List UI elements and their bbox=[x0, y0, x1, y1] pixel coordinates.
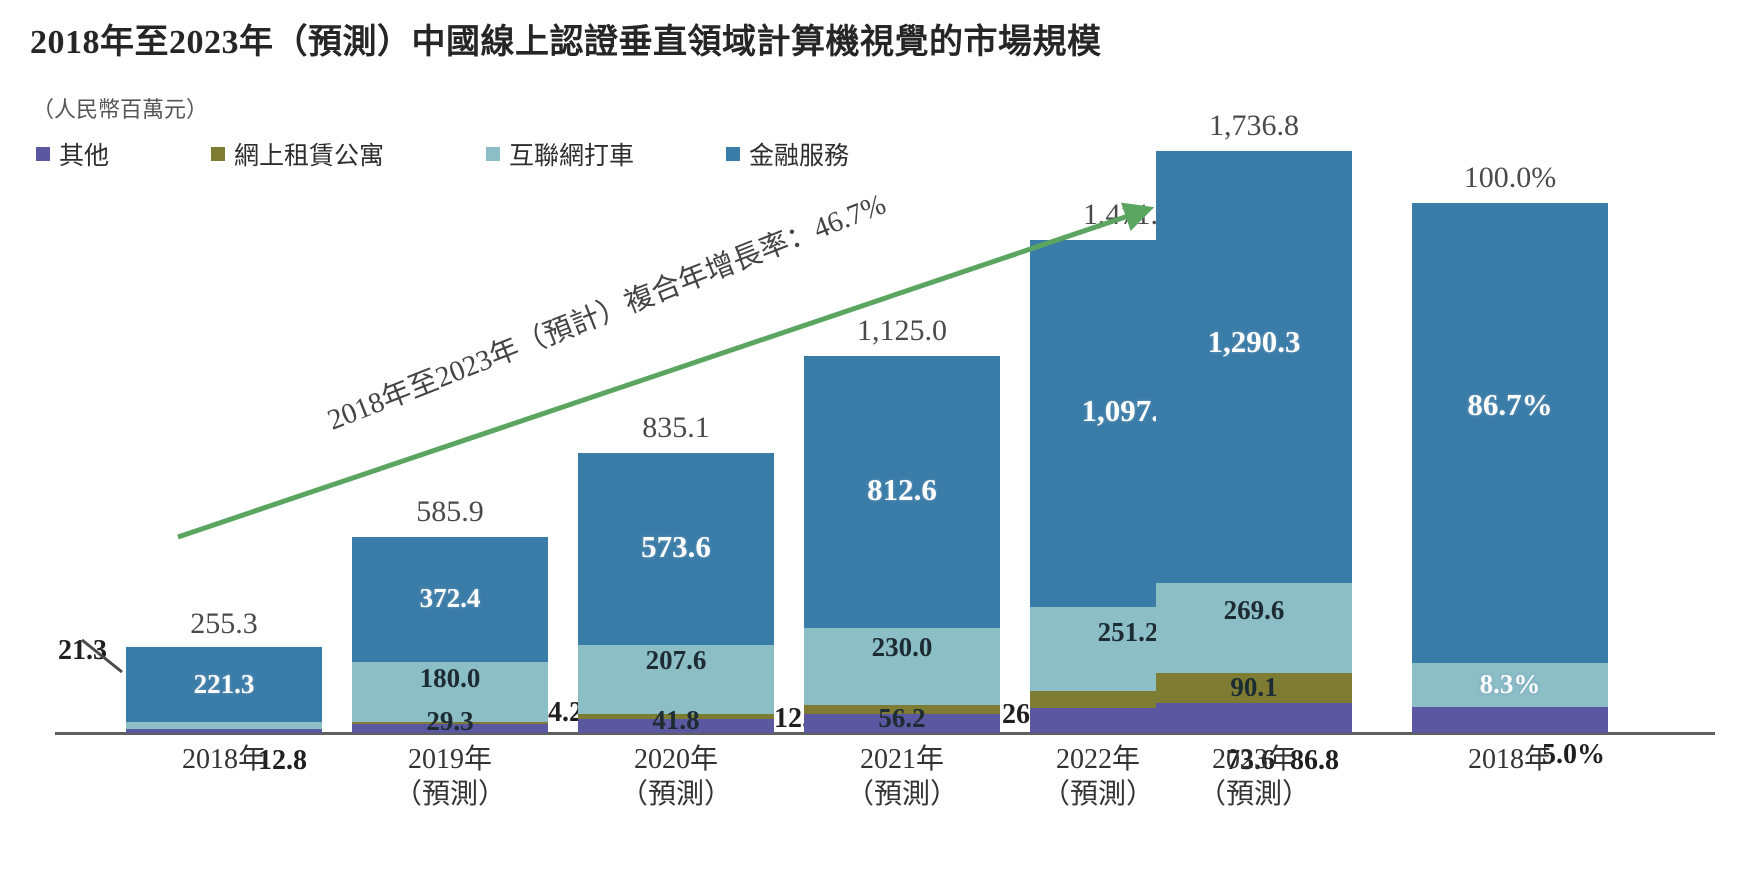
stacked-bar: 585.9 372.4 180.0 29.3 bbox=[352, 495, 548, 735]
x-axis-line bbox=[55, 732, 1715, 735]
category-label-5: 2023年 （預測） bbox=[1156, 742, 1352, 812]
page-title: 2018年至2023年（預測）中國線上認證垂直領域計算機視覺的市場規模 bbox=[30, 24, 1102, 61]
segment-other: 29.3 bbox=[352, 708, 548, 735]
category-year: 2018年 bbox=[1467, 744, 1552, 775]
category-label-2: 2020年 （預測） bbox=[578, 742, 774, 812]
segment-financial: 255.3 221.3 bbox=[126, 607, 322, 722]
legend-label-ridehailing: 互聯網打車 bbox=[509, 143, 635, 170]
stacked-bar: 835.1 573.6 207.6 41.8 bbox=[578, 411, 774, 734]
bar-total-label: 100.0% bbox=[1463, 161, 1557, 194]
segment-label-financial: 86.7% bbox=[1467, 387, 1553, 422]
legend-item-financial: 金融服務 bbox=[726, 136, 849, 172]
bar-total-label: 1,736.8 bbox=[1209, 109, 1299, 142]
x-axis-labels: 2018年 2019年 （預測） 2020年 （預測） 2021年 （預測） 2… bbox=[0, 742, 1744, 862]
segment-label-other: 56.2 bbox=[878, 703, 926, 733]
plot-area: 255.3 221.3 21.3 12.8 585.9 372.4 180.0 … bbox=[0, 109, 1744, 776]
bar-total-label: 255.3 bbox=[190, 607, 258, 640]
category-sub: （預測） bbox=[845, 779, 958, 810]
segment-apartment bbox=[804, 705, 1000, 714]
stacked-bar: 100.0% 86.7% 8.3% bbox=[1412, 161, 1608, 733]
segment-financial: 100.0% 86.7% bbox=[1412, 161, 1608, 663]
segment-other: 56.2 bbox=[804, 705, 1000, 733]
segment-apartment bbox=[578, 714, 774, 719]
callout-label-other: 86.8 bbox=[1290, 745, 1339, 776]
category-sub: （預測） bbox=[1041, 779, 1154, 810]
stacked-bar: 1,125.0 812.6 230.0 56.2 bbox=[804, 314, 1000, 733]
segment-financial: 585.9 372.4 bbox=[352, 495, 548, 662]
segment-other bbox=[1156, 703, 1352, 733]
stacked-bar: 255.3 221.3 bbox=[126, 607, 322, 733]
category-sub: （預測） bbox=[1197, 779, 1310, 810]
segment-label-ridehailing: 230.0 bbox=[871, 632, 933, 662]
segment-apartment bbox=[352, 722, 548, 724]
legend-swatch-other bbox=[36, 147, 50, 161]
segment-ridehailing: 180.0 bbox=[352, 662, 548, 722]
segment-ridehailing: 207.6 bbox=[578, 645, 774, 714]
callout-label-other: 73.6 bbox=[1226, 745, 1275, 776]
segment-label-ridehailing: 8.3% bbox=[1479, 669, 1541, 699]
legend-swatch-ridehailing bbox=[486, 147, 500, 161]
legend: 其他 網上租賃公寓 互聯網打車 金融服務 bbox=[36, 136, 849, 172]
bar-total-label: 585.9 bbox=[416, 495, 484, 528]
segment-label-financial: 573.6 bbox=[641, 529, 711, 564]
callout-label-ridehailing: 21.3 bbox=[58, 635, 107, 666]
bar-total-label: 1,125.0 bbox=[857, 314, 947, 347]
segment-financial: 835.1 573.6 bbox=[578, 411, 774, 645]
segment-label-ridehailing: 269.6 bbox=[1223, 595, 1285, 625]
segment-label-ridehailing: 207.6 bbox=[645, 645, 707, 675]
legend-item-ridehailing: 互聯網打車 bbox=[486, 136, 726, 172]
segment-label-financial: 1,290.3 bbox=[1207, 324, 1301, 359]
stacked-bar: 1,736.8 1,290.3 269.6 90.1 bbox=[1156, 109, 1352, 733]
legend-label-financial: 金融服務 bbox=[749, 143, 850, 170]
legend-label-other: 其他 bbox=[59, 143, 110, 170]
category-year: 2021年 bbox=[859, 744, 944, 775]
category-label-4: 2022年 （預測） bbox=[1000, 742, 1196, 812]
segment-other bbox=[1412, 707, 1608, 733]
category-year: 2020年 bbox=[633, 744, 718, 775]
segment-label-other: 29.3 bbox=[426, 706, 474, 736]
category-sub: （預測） bbox=[393, 779, 506, 810]
segment-label-financial: 812.6 bbox=[867, 472, 937, 507]
segment-ridehailing: 269.6 bbox=[1156, 583, 1352, 673]
callout-label-other: 5.0% bbox=[1542, 739, 1605, 770]
segment-other: 41.8 bbox=[578, 707, 774, 734]
legend-item-apartment: 網上租賃公寓 bbox=[211, 136, 486, 172]
category-year: 2022年 bbox=[1055, 744, 1140, 775]
category-label-6: 2018年 bbox=[1412, 742, 1608, 777]
segment-financial: 1,125.0 812.6 bbox=[804, 314, 1000, 628]
category-year: 2018年 bbox=[181, 744, 266, 775]
legend-swatch-financial bbox=[726, 147, 740, 161]
callout-label-apartment: 4.2 bbox=[548, 697, 583, 728]
segment-label-ridehailing: 251.2 bbox=[1097, 617, 1159, 647]
bar-total-label: 835.1 bbox=[642, 411, 710, 444]
callout-label-other: 12.8 bbox=[258, 745, 307, 776]
segment-label-financial: 221.3 bbox=[193, 669, 255, 699]
category-year: 2023年 bbox=[1211, 744, 1296, 775]
segment-apartment: 90.1 bbox=[1156, 673, 1352, 703]
segment-other bbox=[126, 729, 322, 733]
legend-label-apartment: 網上租賃公寓 bbox=[234, 143, 385, 170]
category-year: 2019年 bbox=[407, 744, 492, 775]
category-label-1: 2019年 （預測） bbox=[352, 742, 548, 812]
legend-swatch-apartment bbox=[211, 147, 225, 161]
segment-financial: 1,736.8 1,290.3 bbox=[1156, 109, 1352, 583]
category-label-0: 2018年 bbox=[126, 742, 322, 777]
segment-ridehailing bbox=[126, 722, 322, 729]
legend-item-other: 其他 bbox=[36, 136, 211, 172]
unit-label: （人民幣百萬元） bbox=[32, 97, 209, 122]
segment-label-financial: 372.4 bbox=[419, 583, 481, 613]
segment-label-other: 41.8 bbox=[652, 705, 700, 735]
category-sub: （預測） bbox=[619, 779, 732, 810]
segment-ridehailing: 230.0 bbox=[804, 628, 1000, 705]
category-label-3: 2021年 （預測） bbox=[804, 742, 1000, 812]
segment-label-apartment: 90.1 bbox=[1230, 672, 1278, 702]
segment-label-ridehailing: 180.0 bbox=[419, 663, 481, 693]
segment-ridehailing: 8.3% bbox=[1412, 663, 1608, 707]
